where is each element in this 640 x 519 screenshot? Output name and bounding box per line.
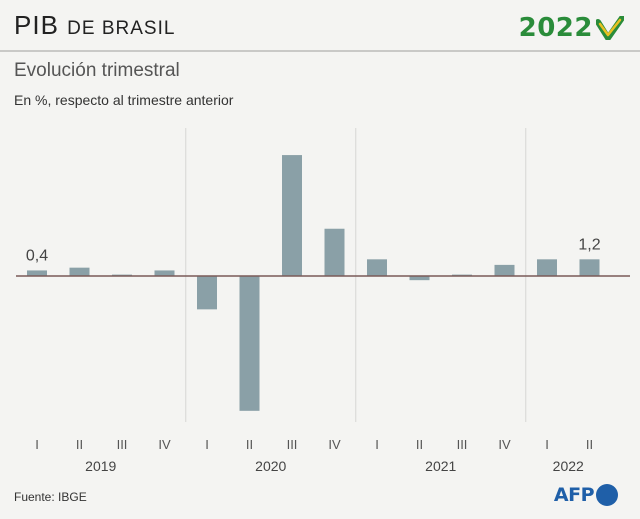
title-rest: de Brasil <box>67 18 176 39</box>
category-label: I <box>545 437 549 452</box>
category-label: IV <box>158 437 171 452</box>
bar <box>579 259 600 276</box>
bar <box>282 155 302 276</box>
bar <box>324 228 345 276</box>
afp-logo-icon <box>596 484 618 506</box>
bar <box>409 276 430 281</box>
year-label: 2021 <box>425 458 456 474</box>
data-label: 0,4 <box>26 247 48 264</box>
source-note: Fuente: IBGE <box>14 490 87 504</box>
chart-title: PIB de Brasil <box>14 10 175 41</box>
header: PIB de Brasil 2022 <box>0 0 640 52</box>
bar <box>197 276 217 310</box>
chart-subtitle: Evolución trimestral <box>14 60 180 81</box>
brazil-flag-icon <box>596 16 624 40</box>
category-label: I <box>205 437 209 452</box>
bar <box>154 270 175 276</box>
afp-logo: AFP <box>554 484 618 506</box>
year-label: 2019 <box>85 458 116 474</box>
category-label: II <box>416 437 423 452</box>
category-label: I <box>35 437 39 452</box>
category-label: IV <box>328 437 341 452</box>
category-label: IV <box>498 437 511 452</box>
header-divider <box>0 50 640 52</box>
brand-badge: 2022 <box>519 12 624 44</box>
year-label: 2020 <box>255 458 286 474</box>
bar <box>27 270 47 276</box>
chart-unit-note: En %, respecto al trimestre anterior <box>14 92 234 108</box>
bar <box>537 259 557 276</box>
category-label: III <box>287 437 298 452</box>
data-label: 1,2 <box>578 236 600 253</box>
category-label: II <box>76 437 83 452</box>
category-label: II <box>586 437 593 452</box>
category-label: I <box>375 437 379 452</box>
bar <box>69 267 90 276</box>
category-label: II <box>246 437 253 452</box>
bar <box>367 259 387 276</box>
afp-logo-text: AFP <box>553 484 595 506</box>
category-label: III <box>457 437 468 452</box>
title-main: PIB <box>14 10 59 40</box>
category-label: III <box>117 437 128 452</box>
badge-year: 2022 <box>518 13 593 43</box>
bar <box>239 276 260 411</box>
bar <box>494 264 515 276</box>
year-label: 2022 <box>553 458 584 474</box>
